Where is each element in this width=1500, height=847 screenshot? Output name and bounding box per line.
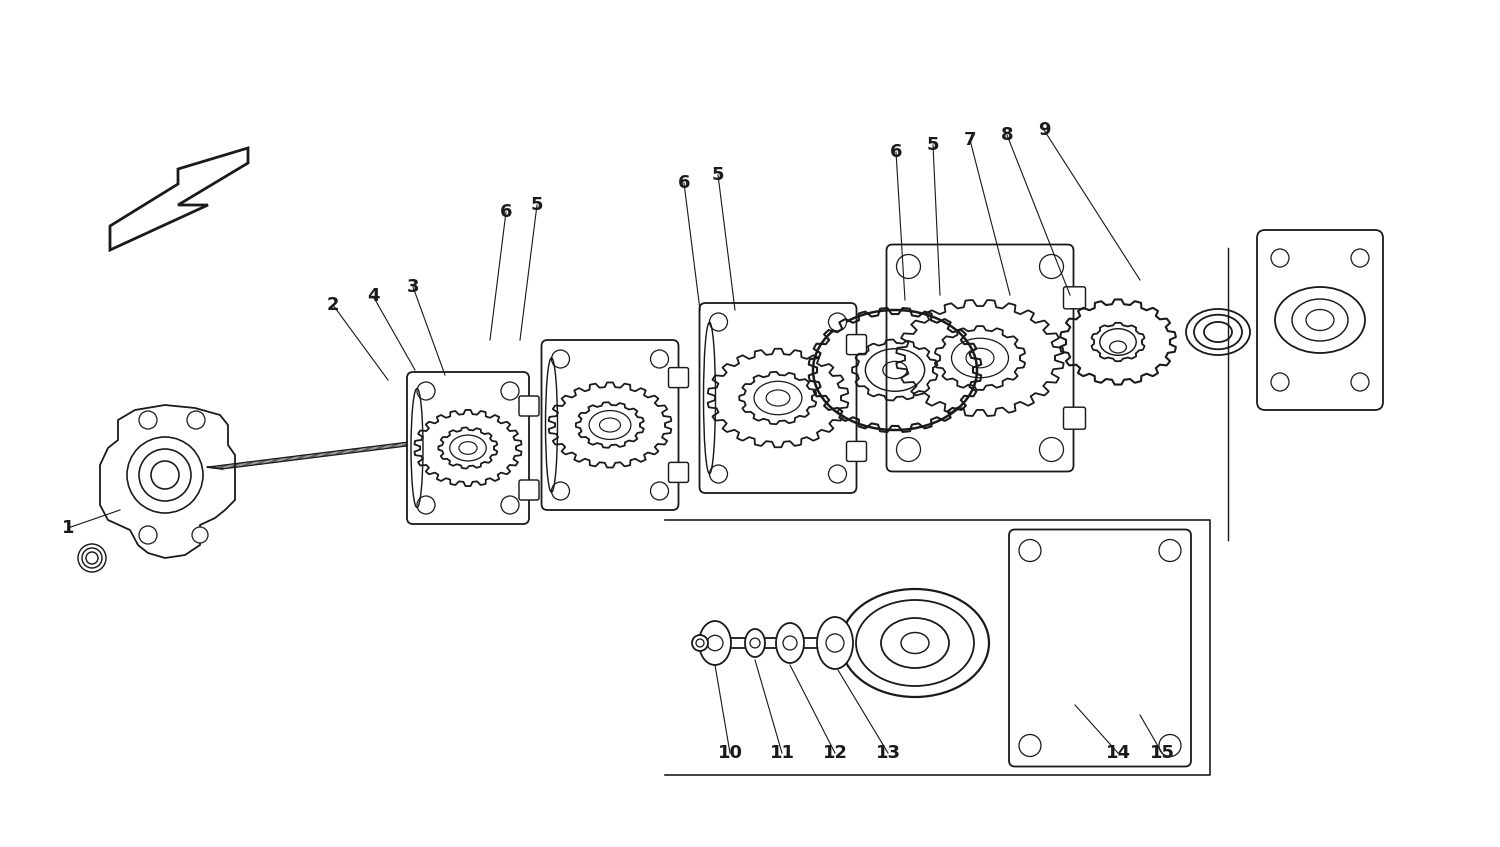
Circle shape [417, 382, 435, 400]
Circle shape [1270, 373, 1288, 391]
FancyBboxPatch shape [699, 303, 856, 493]
Text: 6: 6 [678, 174, 690, 192]
Circle shape [1040, 438, 1064, 462]
Circle shape [897, 438, 921, 462]
Text: 15: 15 [1149, 744, 1174, 762]
Text: 5: 5 [927, 136, 939, 154]
FancyBboxPatch shape [1257, 230, 1383, 410]
Circle shape [552, 350, 570, 368]
Ellipse shape [746, 629, 765, 657]
Circle shape [192, 527, 208, 543]
FancyBboxPatch shape [406, 372, 530, 524]
Ellipse shape [818, 617, 854, 669]
FancyBboxPatch shape [1064, 287, 1086, 309]
Text: 8: 8 [1000, 126, 1014, 144]
FancyBboxPatch shape [519, 480, 538, 500]
Text: 9: 9 [1038, 121, 1050, 139]
Circle shape [140, 411, 158, 429]
Circle shape [552, 482, 570, 500]
Circle shape [692, 635, 708, 651]
Text: 6: 6 [890, 143, 903, 161]
Text: 2: 2 [327, 296, 339, 314]
FancyBboxPatch shape [669, 462, 688, 483]
Circle shape [828, 313, 846, 331]
Circle shape [501, 382, 519, 400]
FancyBboxPatch shape [1010, 529, 1191, 767]
FancyBboxPatch shape [1064, 407, 1086, 429]
Ellipse shape [699, 621, 730, 665]
FancyBboxPatch shape [669, 368, 688, 388]
Text: 5: 5 [531, 196, 543, 214]
Circle shape [417, 496, 435, 514]
Circle shape [651, 482, 669, 500]
Circle shape [501, 496, 519, 514]
Text: 13: 13 [876, 744, 900, 762]
Ellipse shape [842, 589, 989, 697]
Circle shape [188, 411, 206, 429]
Circle shape [897, 254, 921, 279]
FancyBboxPatch shape [542, 340, 678, 510]
Text: 3: 3 [406, 278, 418, 296]
FancyBboxPatch shape [846, 335, 867, 355]
Circle shape [1019, 540, 1041, 562]
Circle shape [710, 313, 728, 331]
Polygon shape [100, 405, 236, 558]
Text: 6: 6 [500, 203, 512, 221]
FancyBboxPatch shape [886, 245, 1074, 472]
Text: 12: 12 [822, 744, 848, 762]
Circle shape [1270, 249, 1288, 267]
Text: 10: 10 [717, 744, 742, 762]
Circle shape [651, 350, 669, 368]
Text: 4: 4 [366, 287, 380, 305]
Text: 1: 1 [62, 519, 74, 537]
Text: 11: 11 [770, 744, 795, 762]
Text: 5: 5 [711, 166, 724, 184]
FancyBboxPatch shape [519, 396, 538, 416]
Circle shape [1160, 540, 1180, 562]
Text: 7: 7 [963, 131, 976, 149]
Text: 14: 14 [1106, 744, 1131, 762]
Circle shape [1160, 734, 1180, 756]
Circle shape [1040, 254, 1064, 279]
Circle shape [1019, 734, 1041, 756]
Circle shape [140, 526, 158, 544]
Ellipse shape [776, 623, 804, 663]
FancyBboxPatch shape [846, 441, 867, 462]
Circle shape [1352, 249, 1370, 267]
Polygon shape [110, 148, 248, 250]
Circle shape [1352, 373, 1370, 391]
Circle shape [828, 465, 846, 483]
Circle shape [710, 465, 728, 483]
